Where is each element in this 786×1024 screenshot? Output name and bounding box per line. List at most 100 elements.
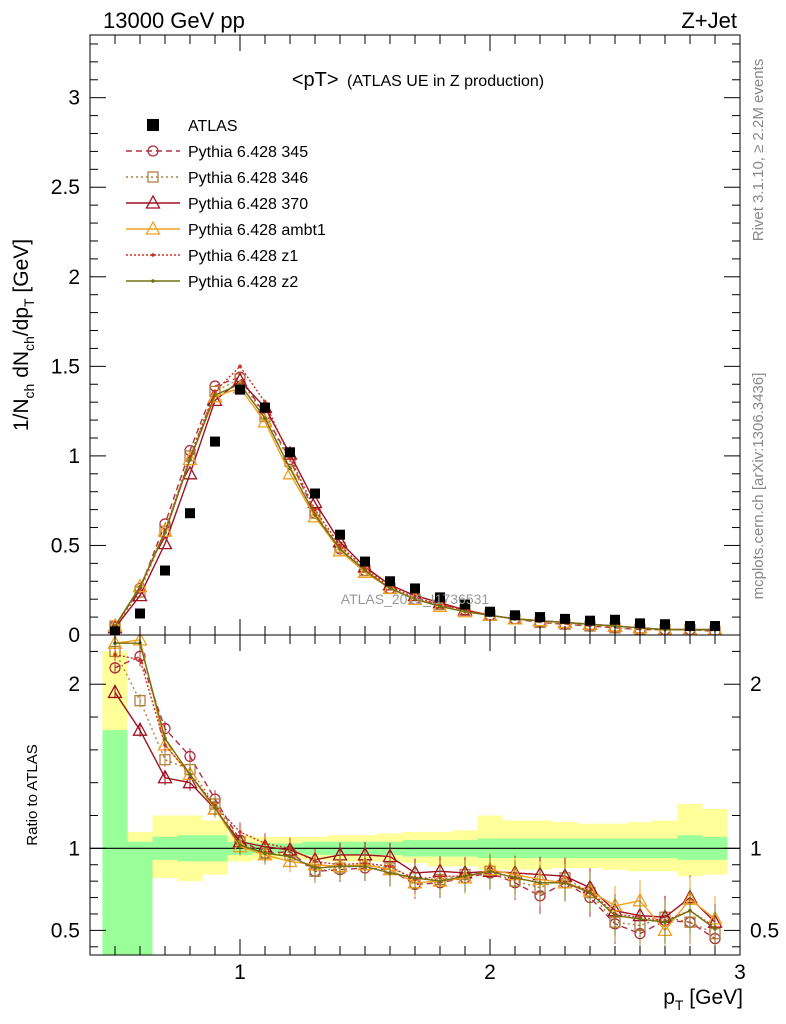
- ratio-panel: 1 2 30.5 0.51 12 2: [51, 634, 779, 984]
- series-point-pythia-6-428-z2: [288, 466, 292, 471]
- series-point-pythia-6-428-ambt1: [282, 465, 298, 480]
- ratio-point-pythia-6-428-z2: [413, 876, 417, 880]
- series-point-pythia-6-428-z2: [213, 393, 217, 397]
- ratio-point-pythia-6-428-z1: [138, 657, 142, 662]
- series-point-pythia-6-428-ambt1: [257, 413, 273, 428]
- ratio-ylabel: Ratio to ATLAS: [24, 744, 41, 845]
- chart-title-sub: (ATLAS UE in Z production): [347, 73, 544, 90]
- series-point-pythia-6-428-ambt1: [307, 508, 323, 523]
- main-ylabel: 1/Nch dNch/dpT [GeV]: [10, 239, 37, 431]
- band-inner-bin: [677, 835, 703, 860]
- ratio-point-pythia-6-428-z2: [163, 736, 167, 741]
- series-point-pythia-6-428-370: [132, 587, 148, 602]
- atlas-point: [535, 612, 545, 623]
- ylabel-sub-2: ch: [21, 336, 37, 351]
- atlas-point: [585, 615, 595, 626]
- header-right: Z+Jet: [681, 8, 737, 33]
- series-point-pythia-6-428-z2: [338, 547, 342, 551]
- series-point-pythia-6-428-z1: [313, 507, 317, 512]
- series-point-pythia-6-428-z2: [438, 604, 442, 609]
- ylabel-sub-1: ch: [21, 384, 37, 399]
- ratio-y-tick-label-right: 0.5: [750, 919, 779, 942]
- series-point-pythia-6-428-ambt1: [207, 388, 223, 403]
- series-point-pythia-6-428-370: [182, 465, 198, 480]
- ratio-point-pythia-6-428-346: [159, 754, 171, 766]
- ratio-point-pythia-6-428-z2: [338, 864, 342, 869]
- ratio-point-pythia-6-428-370: [157, 769, 173, 784]
- ylabel-part-4: [GeV]: [10, 239, 33, 299]
- atlas-point: [660, 619, 670, 630]
- atlas-point: [460, 599, 470, 610]
- ratio-point-pythia-6-428-z2: [538, 880, 542, 885]
- ratio-point-pythia-6-428-370: [182, 774, 198, 789]
- atlas-point: [310, 488, 320, 499]
- legend-marker: [147, 171, 159, 183]
- legend-marker: [151, 253, 155, 257]
- series-point-pythia-6-428-370: [207, 392, 223, 407]
- series-point-pythia-6-428-z2: [388, 586, 392, 591]
- ratio-point-pythia-6-428-346: [134, 694, 146, 707]
- ratio-y-tick-label-right: 2: [750, 673, 762, 696]
- rivet-label: Rivet 3.1.10, ≥ 2.2M events: [750, 59, 767, 242]
- series-point-pythia-6-428-z2: [363, 568, 367, 573]
- atlas-point: [160, 565, 170, 576]
- chart-title-main: <pT>: [292, 69, 339, 91]
- atlas-point: [135, 608, 145, 619]
- ratio-y-tick-label: 2: [68, 673, 80, 696]
- series-point-pythia-6-428-z1: [213, 389, 217, 394]
- legend-label: Pythia 6.428 345: [188, 144, 308, 161]
- atlas-point: [210, 436, 220, 447]
- ratio-point-pythia-6-428-z2: [463, 874, 467, 879]
- ratio-point-pythia-6-428-z2: [588, 890, 592, 895]
- watermark: ATLAS_2019_I1736531: [341, 591, 490, 607]
- ratio-y-tick-label: 1: [68, 837, 80, 860]
- ylabel-part-2: dN: [10, 351, 33, 384]
- ratio-point-pythia-6-428-z2: [263, 851, 267, 856]
- ratio-point-pythia-6-428-z2: [238, 843, 242, 847]
- atlas-point: [610, 614, 620, 625]
- series-point-pythia-6-428-z1: [238, 364, 242, 369]
- ratio-point-pythia-6-428-z2: [313, 866, 317, 870]
- ratio-point-pythia-6-428-z2: [388, 871, 392, 875]
- ratio-point-pythia-6-428-z2: [613, 913, 617, 918]
- atlas-point: [560, 613, 570, 624]
- ratio-point-pythia-6-428-z2: [363, 864, 367, 869]
- atlas-point: [635, 618, 645, 629]
- ratio-point-pythia-6-428-z2: [488, 869, 492, 874]
- atlas-point: [485, 606, 495, 617]
- legend-label: Pythia 6.428 z1: [188, 248, 298, 265]
- atlas-point: [385, 576, 395, 587]
- atlas-point: [360, 556, 370, 567]
- band-inner-bin: [127, 841, 153, 955]
- band-inner-bin: [102, 730, 128, 955]
- legend-label: Pythia 6.428 ambt1: [188, 222, 326, 239]
- ratio-y-tick-label: 0.5: [51, 919, 80, 942]
- ratio-point-pythia-6-428-z2: [638, 917, 642, 921]
- atlas-point: [410, 583, 420, 594]
- series-point-pythia-6-428-z1: [338, 543, 342, 548]
- series-point-pythia-6-428-ambt1: [157, 522, 173, 537]
- series-point-pythia-6-428-ambt1: [357, 563, 373, 578]
- main-panel: ATLAS_2019_I1736531 0 0.5 1 1.5 2 2.5 3: [51, 34, 741, 647]
- ratio-point-pythia-6-428-z1: [113, 652, 117, 657]
- ratio-point-pythia-6-428-z1: [238, 830, 242, 834]
- series-point-pythia-6-428-z2: [313, 513, 317, 517]
- series-point-pythia-6-428-ambt1: [182, 451, 198, 466]
- y-tick-label: 0: [68, 624, 80, 647]
- series-point-pythia-6-428-ambt1: [332, 542, 348, 557]
- ratio-point-pythia-6-428-z2: [688, 908, 692, 913]
- series-point-pythia-6-428-z2: [188, 457, 192, 462]
- legend: ATLAS Pythia 6.428 345 Pythia 6.428 346 Pyt…: [126, 118, 326, 291]
- legend-marker: [151, 279, 155, 283]
- series-point-pythia-6-428-z2: [463, 609, 467, 614]
- legend-label: Pythia 6.428 346: [188, 170, 308, 187]
- legend-label: ATLAS: [188, 118, 238, 135]
- xlabel-sub: T: [675, 997, 684, 1013]
- ylabel-part-3: /dp: [10, 307, 33, 336]
- y-tick-label: 0.5: [51, 534, 80, 557]
- ratio-y-tick-label-right: 1: [750, 837, 762, 860]
- xlabel: pT [GeV]: [663, 986, 743, 1013]
- ratio-frame: [89, 634, 741, 956]
- x-tick-label: 1: [234, 961, 246, 984]
